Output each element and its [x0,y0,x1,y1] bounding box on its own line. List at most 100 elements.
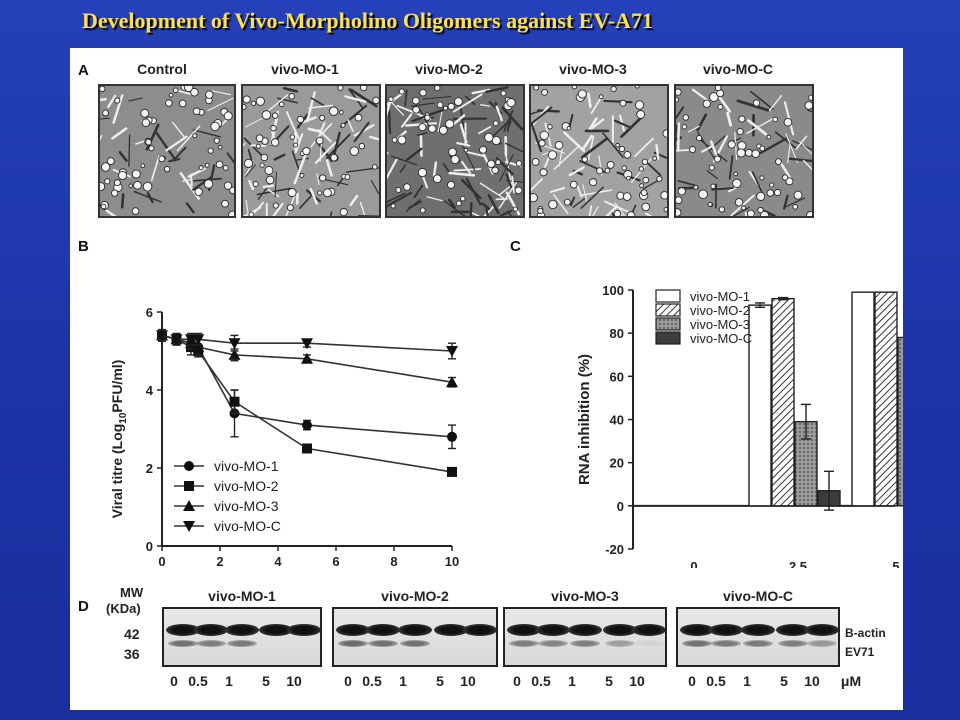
cell-body [718,206,725,213]
cell-body [759,175,765,181]
cell-body [192,133,198,139]
lane-label: 10 [629,673,645,689]
cell-body [652,156,658,161]
cell-body [538,139,546,147]
cell-process [479,104,491,107]
cell-body [215,160,224,169]
panel-c-letter: C [510,238,521,255]
ev71-band [400,640,430,647]
cell-process [267,189,280,198]
cell-process [614,202,626,216]
cell-process [299,195,312,210]
cell-body [141,118,151,127]
cell-body [554,141,564,150]
panel-b-line-chart: 02468100246Concentrations (μM)Viral titr… [109,305,459,568]
panel-b-y-label-sub: 10 [118,412,129,424]
cell-process [447,198,456,209]
panel-c-x-tick-label: 0 [690,559,697,568]
cell-body [808,94,812,101]
cell-process [247,148,253,161]
cell-process [252,201,265,215]
lane-label: 0 [344,673,352,689]
cell-process [413,184,424,199]
cell-body [500,90,507,97]
ev71-band [605,640,636,647]
data-point-vivo-MO-C [170,334,183,346]
cell-process [185,202,195,214]
cell-body [571,86,578,90]
cell-body [145,138,152,146]
cell-process [582,184,588,204]
legend-label: vivo-MO-C [214,518,281,534]
cell-process [308,104,334,109]
cell-body [589,178,598,187]
legend-label: vivo-MO-3 [690,317,750,332]
cell-body [696,134,703,142]
cell-body [114,97,121,104]
panel-a-header-control: Control [137,61,187,77]
cell-body [271,112,279,119]
cell-process [531,110,541,115]
cell-body [293,142,299,148]
cell-body [419,207,426,214]
cell-body [656,175,663,182]
lane-label: 5 [780,673,788,689]
cell-body [222,165,229,171]
cell-body [148,145,155,152]
panel-c-y-tick-label: 60 [610,369,624,384]
cell-body [766,134,772,140]
cell-body [428,124,437,133]
panel-c-y-tick-label: 100 [602,283,624,298]
cell-process [587,92,592,109]
cell-process [340,104,368,128]
cell-body [260,153,269,162]
cell-process [105,209,117,216]
cell-process [802,159,812,170]
cell-body [676,88,682,96]
cell-process [387,191,413,208]
cell-body [213,137,220,144]
cell-body [484,132,494,143]
band-label-ev71: EV71 [845,645,875,659]
slide-title: Development of Vivo-Morpholino Oligomers… [82,8,653,33]
panel-b-y-tick-label: 4 [146,383,154,398]
cell-body [596,167,604,175]
cell-body [142,181,153,192]
cell-body [255,96,265,106]
cell-body [133,180,142,190]
cell-body [424,114,431,121]
cell-body [344,174,351,180]
ev71-band [195,640,226,647]
panel-c-y-tick-label: 80 [610,326,624,341]
cell-body [642,176,650,184]
micrograph-control-image [100,86,234,216]
cell-body [491,166,499,174]
cell-process [396,104,429,119]
cell-body [775,158,782,166]
panel-c-x-tick-label: 5 [892,559,899,568]
cell-body [207,147,214,154]
cell-process [245,199,250,216]
data-point-vivo-MO-C [301,338,313,350]
actin-band [433,624,468,636]
cell-body [261,110,272,120]
cell-body [289,134,296,140]
cell-body [372,164,378,170]
cell-body [217,144,223,150]
cell-process [293,151,308,185]
cell-body [566,125,572,131]
cell-body [210,121,220,132]
cell-process [553,194,569,215]
blot-title-mo3: vivo-MO-3 [551,588,619,604]
cell-process [783,194,789,210]
lane-label: 0.5 [188,673,208,689]
actin-band [287,624,320,636]
cell-body [252,181,259,188]
cell-process [318,122,326,135]
ev71-band [509,640,540,647]
cell-body [689,145,697,154]
actin-band [259,624,294,636]
cell-process [326,133,351,159]
cell-body [622,192,632,201]
cell-process [728,186,738,193]
